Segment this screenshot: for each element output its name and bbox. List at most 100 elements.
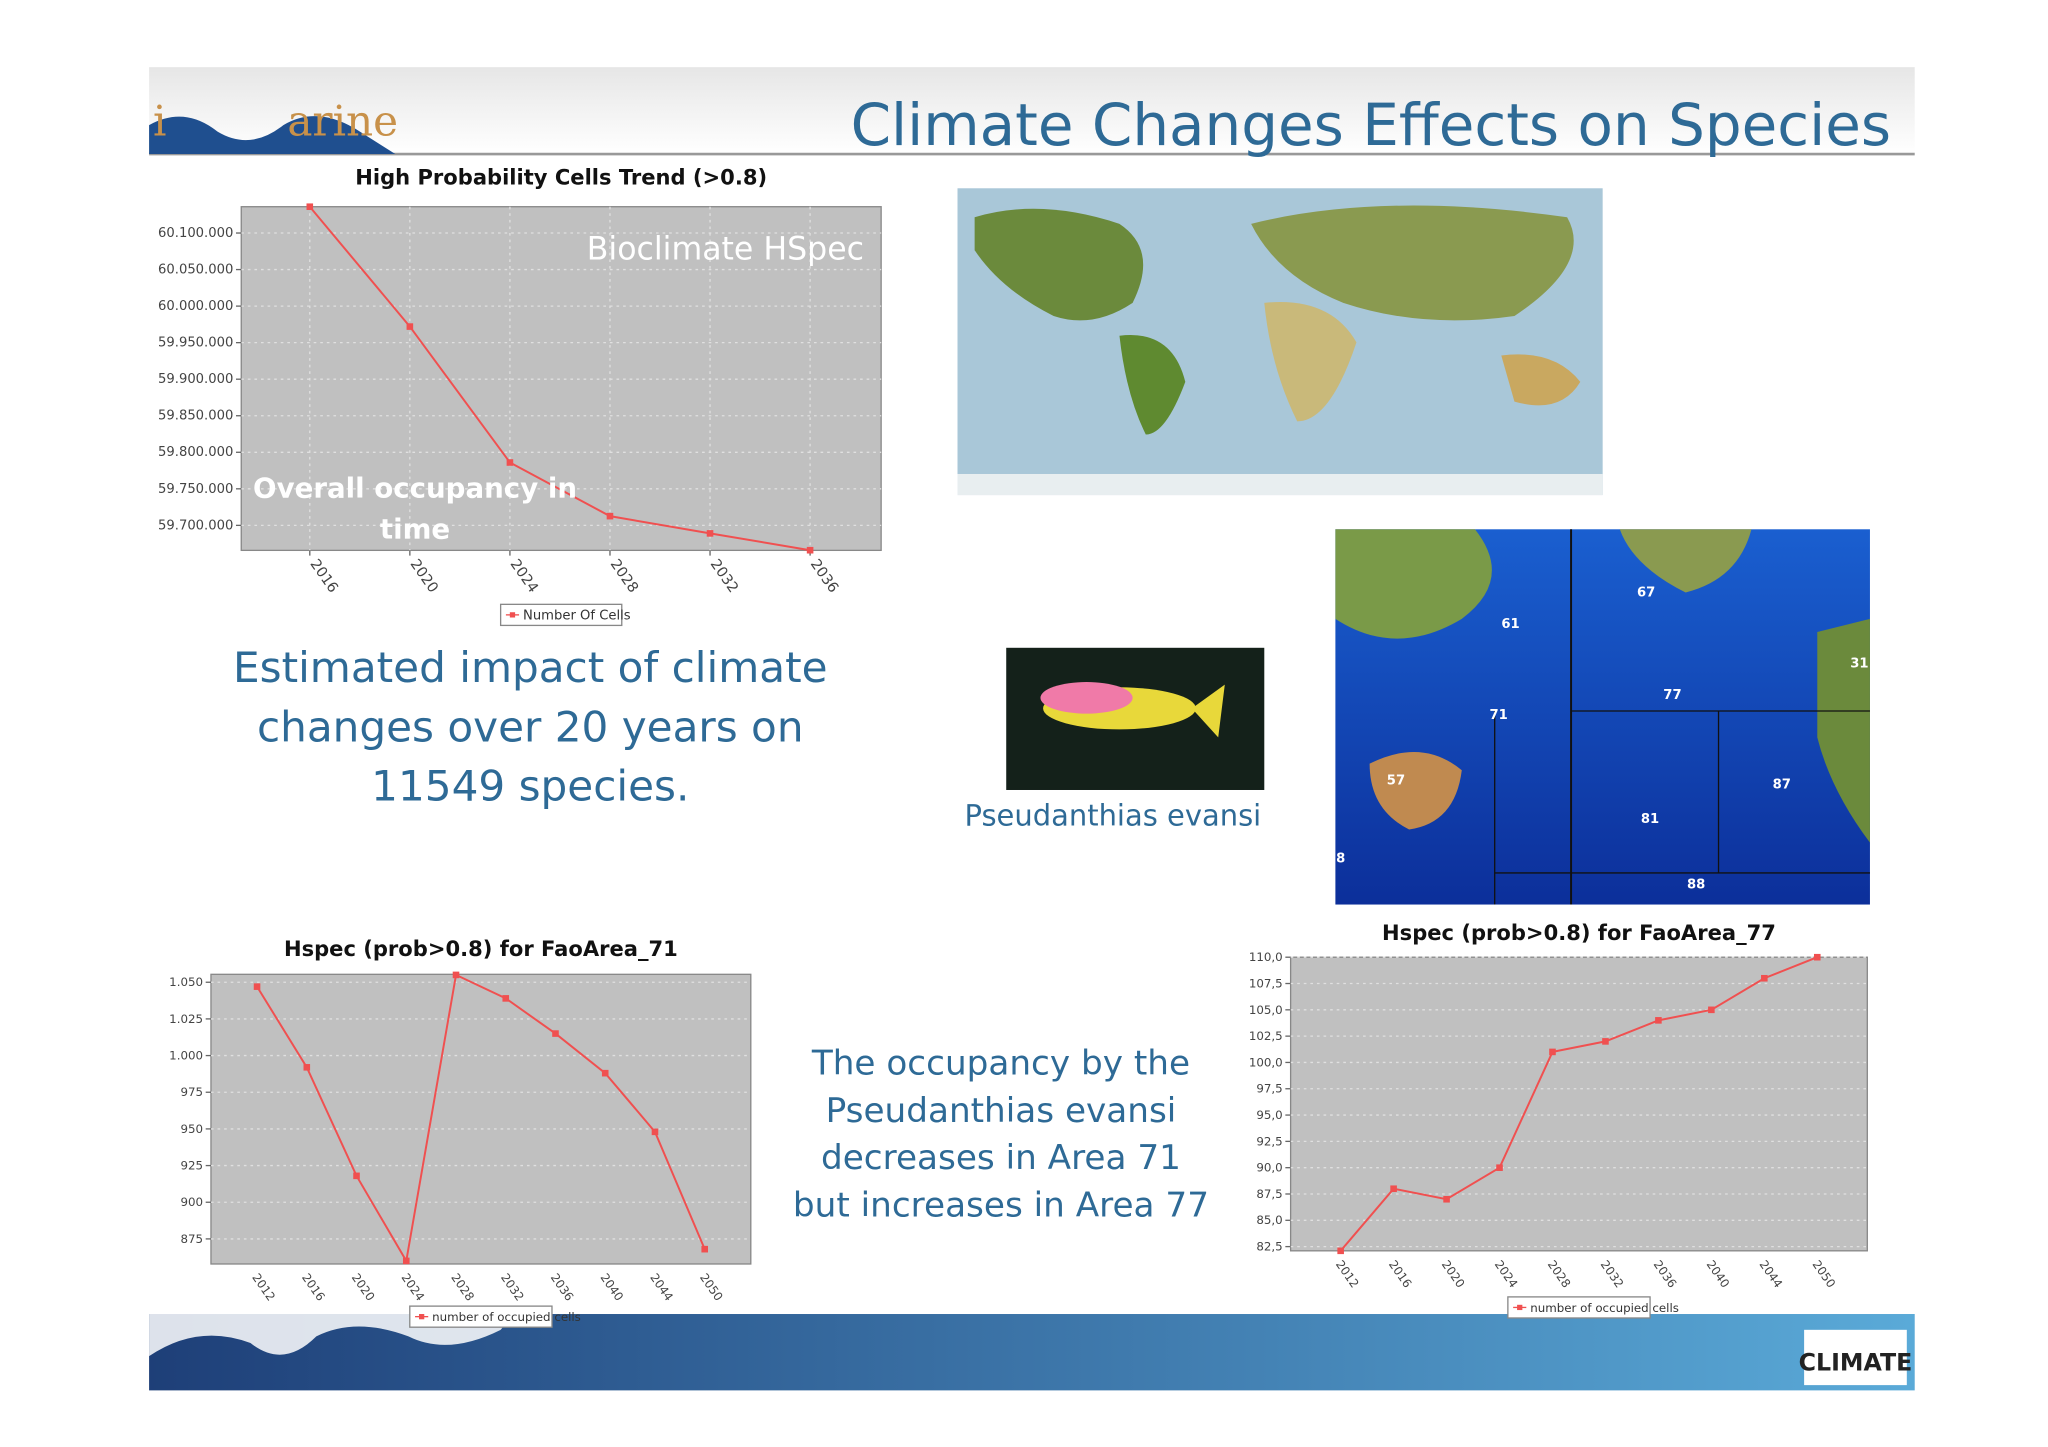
- x-tick-label: 2012: [249, 1271, 278, 1304]
- x-tick-label: 2036: [807, 557, 841, 596]
- x-tick-label: 2040: [598, 1271, 627, 1304]
- y-tick-label: 875: [180, 1232, 203, 1246]
- fao-area-label: 87: [1773, 778, 1791, 793]
- legend-box: [409, 1305, 553, 1328]
- x-tick-label: 2036: [1651, 1258, 1680, 1291]
- annotation: Bioclimate HSpec: [587, 231, 864, 267]
- legend-marker: [509, 612, 516, 618]
- y-tick-label: 60.050.000: [158, 263, 233, 278]
- y-tick-label: 59.700.000: [158, 518, 233, 533]
- y-tick-label: 92,5: [1256, 1134, 1282, 1148]
- legend-box: [499, 603, 623, 627]
- y-tick-label: 102,5: [1249, 1029, 1283, 1043]
- chart-title: High Probability Cells Trend (>0.8): [355, 164, 767, 189]
- x-tick-label: 2024: [507, 557, 541, 596]
- legend-marker: [1517, 1304, 1523, 1311]
- x-tick-label: 2024: [399, 1271, 428, 1304]
- x-tick-label: 2016: [1386, 1258, 1415, 1291]
- y-tick-label: 59.850.000: [158, 409, 233, 424]
- data-point: [353, 1172, 360, 1180]
- footer-logo: CLIMATE: [1799, 1349, 1913, 1377]
- data-point: [606, 512, 614, 520]
- chart: High Probability Cells Trend (>0.8) 2016 2…: [158, 164, 882, 627]
- y-tick-label: 107,5: [1249, 976, 1283, 990]
- data-point: [306, 203, 314, 211]
- y-tick-label: 1.025: [169, 1012, 203, 1026]
- series-line: [309, 206, 811, 552]
- annotation-text: Overall occupancy in time: [253, 472, 578, 546]
- x-tick-label: 2020: [349, 1271, 378, 1304]
- x-tick-label: 2016: [307, 557, 341, 596]
- y-tick-label: 1.000: [169, 1049, 203, 1063]
- x-tick-label: 2032: [498, 1271, 527, 1304]
- y-tick-label: 59.900.000: [158, 372, 233, 387]
- y-tick-label: 59.750.000: [158, 482, 233, 497]
- x-tick-label: 2024: [1492, 1258, 1521, 1291]
- y-tick-label: 975: [180, 1085, 203, 1099]
- data-point: [806, 546, 814, 554]
- x-tick-label: 2050: [697, 1271, 726, 1304]
- fao-area-label: 8: [1336, 851, 1345, 866]
- y-tick-label: 60.000.000: [158, 299, 233, 314]
- x-tick-label: 2028: [1545, 1258, 1574, 1291]
- x-tick-label: 2028: [607, 557, 641, 596]
- legend-label: Number Of Cells: [523, 608, 631, 623]
- plot-area: [210, 973, 752, 1265]
- y-tick-label: 82,5: [1256, 1240, 1282, 1254]
- data-point: [502, 995, 510, 1002]
- y-tick-label: 950: [180, 1122, 203, 1136]
- y-tick-label: 1.050: [169, 975, 203, 989]
- data-point: [303, 1064, 311, 1071]
- fao-area-label: 71: [1489, 708, 1507, 723]
- series-line: [1339, 956, 1818, 1252]
- x-tick-label: 2012: [1333, 1258, 1362, 1291]
- data-point: [1761, 974, 1768, 982]
- y-tick-label: 925: [180, 1159, 203, 1173]
- data-point: [651, 1128, 659, 1136]
- series-line: [256, 973, 706, 1264]
- data-point: [1549, 1048, 1556, 1056]
- x-tick-label: 2028: [448, 1271, 477, 1304]
- data-point: [1708, 1006, 1715, 1014]
- fao-area-label: 31: [1850, 657, 1868, 672]
- fao-area-label: 88: [1687, 878, 1705, 893]
- legend-label: number of occupied cells: [432, 1310, 581, 1324]
- data-point: [1443, 1195, 1450, 1203]
- x-tick-label: 2020: [1439, 1258, 1468, 1291]
- logo-wave: [149, 116, 396, 155]
- fish-photo: [1006, 647, 1265, 790]
- data-point: [601, 1069, 609, 1077]
- legend-label: number of occupied cells: [1530, 1301, 1679, 1315]
- fao-area-label: 57: [1387, 774, 1405, 789]
- fao-map: [1335, 529, 1870, 905]
- x-tick-label: 2032: [1598, 1258, 1627, 1291]
- data-point: [402, 1257, 410, 1265]
- chart-title: Hspec (prob>0.8) for FaoArea_77: [1382, 920, 1776, 945]
- y-tick-label: 90,0: [1256, 1161, 1282, 1175]
- slide-title: Climate Changes Effects on Species: [851, 91, 1891, 159]
- world-map: [957, 188, 1603, 496]
- data-point: [552, 1030, 559, 1037]
- logo-text: arine: [287, 97, 398, 146]
- x-tick-label: 2020: [407, 557, 441, 596]
- occupancy-text: The occupancy by the Pseudanthias evansi…: [793, 1044, 1209, 1226]
- data-point: [253, 983, 261, 990]
- footer-logo-box: [1804, 1329, 1907, 1386]
- fao-area-label: 67: [1637, 585, 1655, 600]
- y-tick-label: 97,5: [1256, 1082, 1282, 1096]
- y-tick-label: 100,0: [1249, 1055, 1283, 1069]
- x-tick-label: 2040: [1704, 1258, 1733, 1291]
- fao-area-label: 81: [1641, 812, 1659, 827]
- x-tick-label: 2016: [299, 1271, 328, 1304]
- y-tick-label: 60.100.000: [158, 226, 233, 241]
- x-tick-label: 2044: [1757, 1258, 1786, 1291]
- data-point: [1602, 1038, 1609, 1045]
- x-tick-label: 2050: [1810, 1258, 1839, 1291]
- header-bar: [149, 67, 1915, 155]
- impact-text: Estimated impact of climate changes over…: [233, 642, 828, 812]
- species-caption-text: Pseudanthias evansi: [964, 800, 1262, 834]
- x-tick-label: 2032: [707, 557, 741, 596]
- plot-area: [1289, 956, 1868, 1252]
- impact-text-body: Estimated impact of climate changes over…: [233, 642, 828, 812]
